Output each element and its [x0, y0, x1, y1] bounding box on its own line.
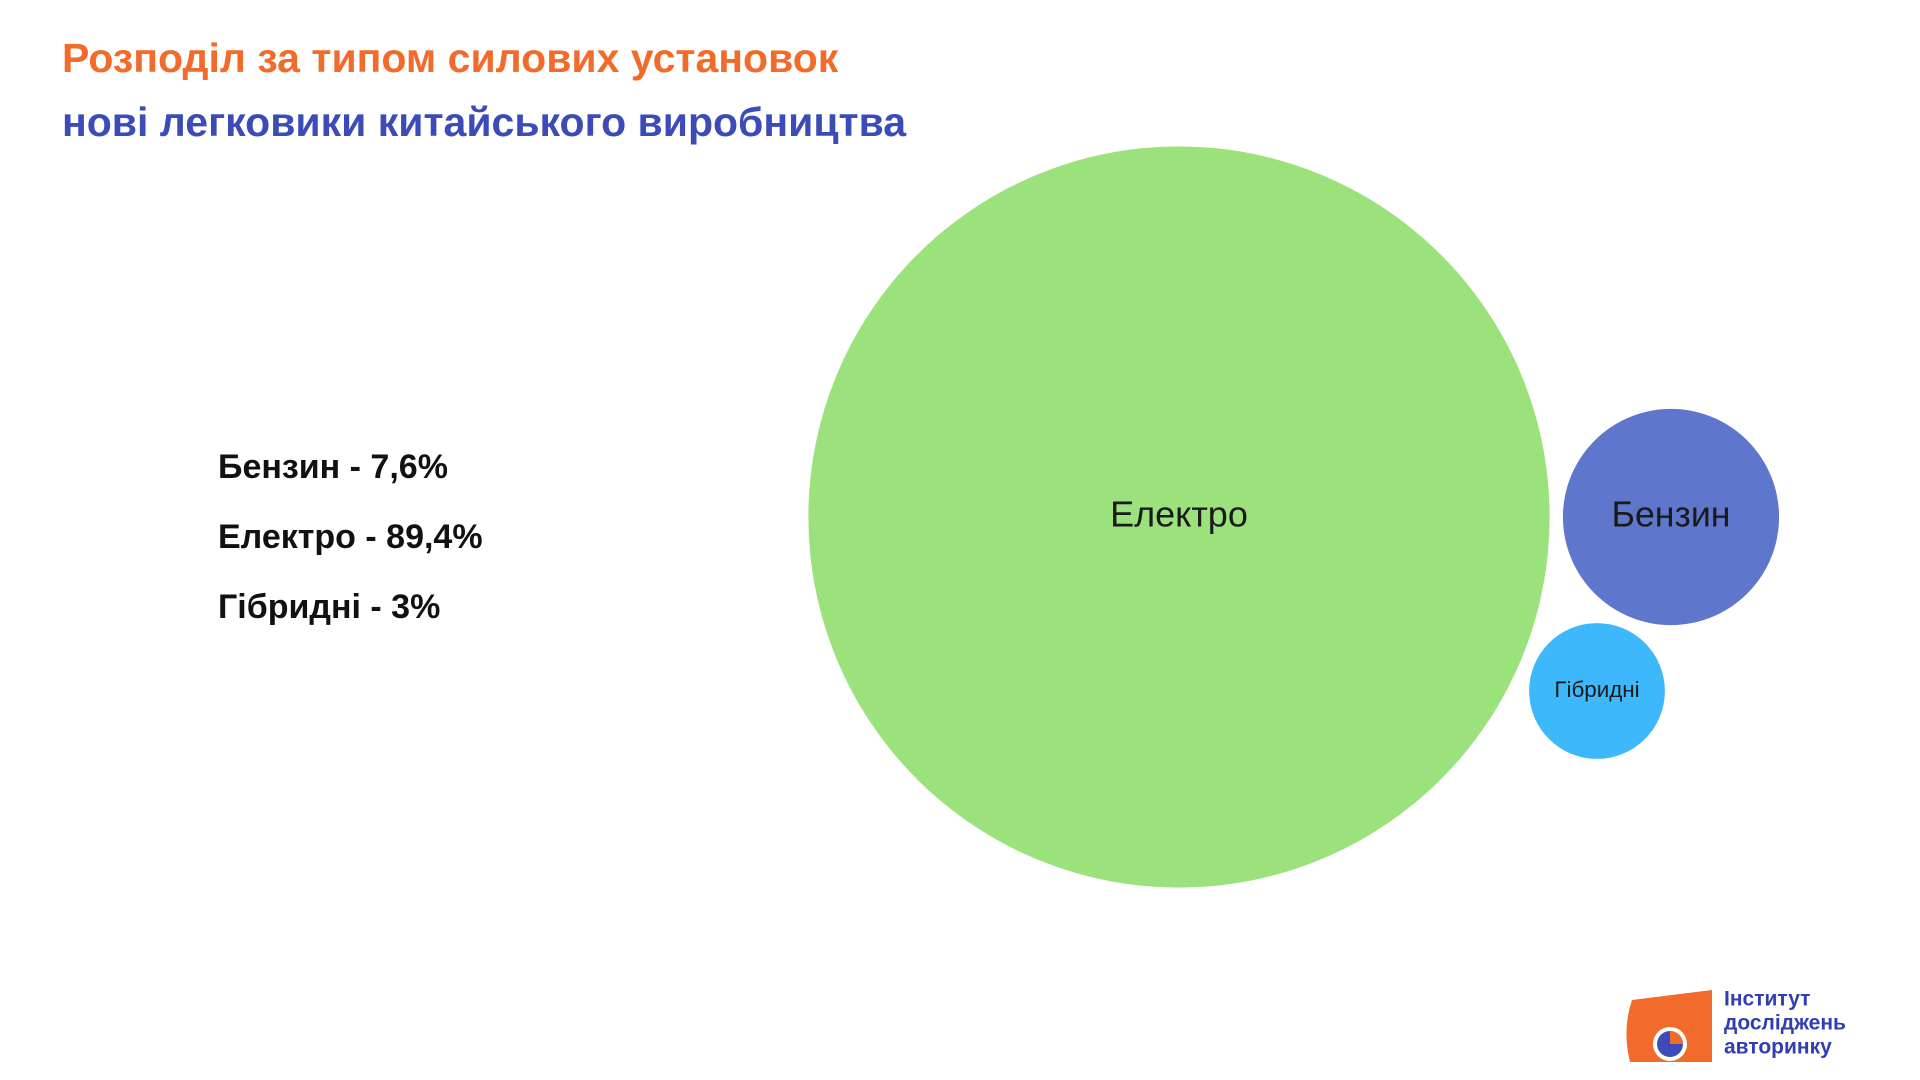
bubble — [1529, 623, 1665, 759]
logo-shape — [1626, 990, 1712, 1062]
logo-text: авторинку — [1724, 1036, 1832, 1059]
logo-slice — [1670, 1031, 1683, 1044]
chart-subtitle: нові легковики китайського виробництва — [62, 99, 907, 145]
legend-item: Гібридні - 3% — [218, 588, 440, 626]
chart-title: Розподіл за типом силових установок — [62, 35, 839, 81]
bubble — [1562, 408, 1780, 626]
logo-text: Інститут — [1724, 988, 1810, 1011]
bubble-label: Бензин — [1612, 494, 1731, 534]
logo — [1626, 990, 1712, 1062]
bubble — [808, 146, 1550, 888]
bubble-label: Гібридні — [1554, 677, 1639, 702]
legend-item: Електро - 89,4% — [218, 518, 483, 556]
bubble-label: Електро — [1110, 494, 1248, 535]
logo-text: досліджень — [1724, 1012, 1846, 1035]
legend-item: Бензин - 7,6% — [218, 448, 448, 486]
